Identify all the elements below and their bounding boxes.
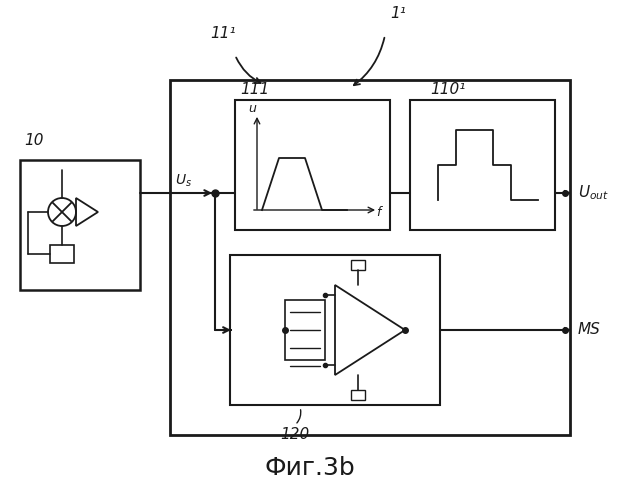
Text: u: u (248, 102, 256, 115)
Bar (285, 300, 325, 360)
Text: MS: MS (578, 322, 601, 338)
Text: $U_{out}$: $U_{out}$ (578, 184, 609, 203)
Bar (235, 100, 390, 230)
Text: f: f (376, 206, 381, 219)
Bar (230, 255, 440, 405)
Bar (50, 245, 74, 263)
Text: 11¹: 11¹ (210, 26, 236, 41)
Text: 1¹: 1¹ (390, 6, 406, 21)
Text: 10: 10 (24, 133, 43, 148)
Text: Фиг.3b: Фиг.3b (265, 456, 355, 480)
Bar (410, 100, 555, 230)
Bar (351, 260, 365, 270)
Bar (20, 160, 140, 290)
Text: 111: 111 (240, 82, 269, 97)
Bar (170, 80, 570, 435)
Text: $U_s$: $U_s$ (175, 173, 192, 190)
Bar (351, 390, 365, 400)
Text: 110¹: 110¹ (430, 82, 466, 97)
Text: 120: 120 (280, 427, 309, 442)
